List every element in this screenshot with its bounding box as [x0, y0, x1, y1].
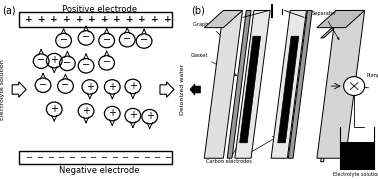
Polygon shape [227, 10, 251, 158]
Bar [19, 151, 172, 164]
Text: Graphite foil: Graphite foil [193, 22, 235, 49]
Text: +: + [164, 15, 171, 24]
Polygon shape [317, 10, 365, 28]
Circle shape [344, 77, 365, 96]
Text: −: − [121, 153, 129, 162]
Text: −: − [153, 153, 160, 162]
Text: +: + [138, 15, 146, 24]
FancyArrow shape [160, 82, 174, 97]
Polygon shape [240, 36, 260, 143]
Text: −: − [164, 153, 171, 162]
Text: +: + [50, 104, 58, 114]
Text: −: − [36, 153, 43, 162]
Text: −: − [39, 79, 47, 90]
Text: Gasket: Gasket [191, 53, 237, 76]
Text: +: + [129, 110, 137, 120]
Text: Deionized water: Deionized water [180, 64, 185, 115]
Text: −: − [57, 153, 65, 162]
Polygon shape [278, 36, 299, 143]
Polygon shape [235, 10, 270, 158]
Text: +: + [82, 106, 90, 116]
FancyArrow shape [12, 82, 26, 97]
Text: −: − [132, 153, 139, 162]
Text: +: + [38, 15, 45, 24]
Text: −: − [82, 60, 90, 70]
Text: +: + [63, 15, 71, 24]
FancyArrow shape [190, 84, 200, 95]
Text: +: + [146, 111, 154, 121]
Text: Negative electrode: Negative electrode [59, 166, 139, 175]
Text: +: + [129, 81, 137, 91]
Text: Electrolyte solution: Electrolyte solution [0, 59, 5, 120]
Text: −: − [102, 35, 111, 45]
Text: +: + [108, 108, 116, 118]
Text: +: + [86, 82, 94, 92]
Polygon shape [288, 10, 312, 158]
Text: +: + [50, 15, 58, 24]
Text: −: − [143, 153, 150, 162]
Polygon shape [321, 24, 339, 162]
Text: −: − [102, 57, 111, 67]
Polygon shape [321, 24, 339, 38]
Polygon shape [271, 10, 307, 158]
Text: −: − [90, 153, 96, 162]
Text: −: − [63, 58, 71, 68]
Text: +: + [126, 15, 133, 24]
Text: +: + [108, 82, 116, 92]
Text: (b): (b) [191, 5, 205, 15]
Text: −: − [100, 153, 107, 162]
Bar [19, 12, 172, 27]
Text: Electrolyte solution: Electrolyte solution [333, 172, 378, 177]
Polygon shape [317, 10, 365, 158]
Polygon shape [204, 10, 242, 158]
Text: +: + [50, 55, 58, 65]
Text: −: − [68, 153, 75, 162]
Text: +: + [113, 15, 121, 24]
Text: −: − [37, 55, 45, 66]
Bar [340, 142, 374, 169]
Text: −: − [62, 80, 70, 90]
Text: +: + [151, 15, 159, 24]
Text: −: − [140, 35, 148, 45]
Text: +: + [25, 15, 33, 24]
Text: Separator: Separator [311, 11, 339, 40]
Text: −: − [82, 32, 90, 42]
Text: Carbon electrodes: Carbon electrodes [206, 137, 252, 164]
Text: −: − [111, 153, 118, 162]
Text: −: − [123, 34, 131, 44]
Text: −: − [79, 153, 86, 162]
Text: +: + [88, 15, 96, 24]
Text: Pump: Pump [367, 73, 378, 78]
Text: +: + [76, 15, 83, 24]
Text: Positive electrode: Positive electrode [62, 5, 137, 14]
Text: −: − [25, 153, 33, 162]
Polygon shape [204, 10, 242, 28]
Text: +: + [101, 15, 108, 24]
Text: (a): (a) [2, 5, 15, 15]
Text: −: − [47, 153, 54, 162]
Text: −: − [60, 35, 68, 45]
